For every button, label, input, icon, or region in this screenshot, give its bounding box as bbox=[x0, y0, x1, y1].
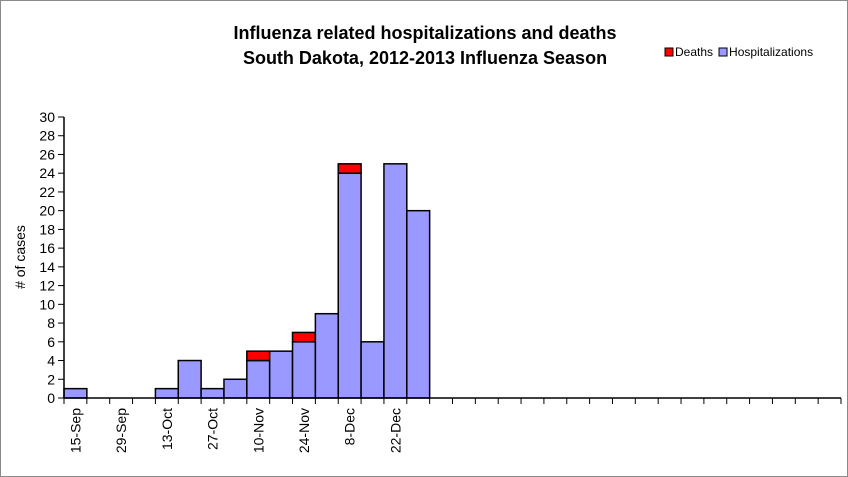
hospitalizations-bar bbox=[406, 209, 431, 399]
bars-group bbox=[63, 163, 431, 399]
x-tick-label: 8-Dec bbox=[342, 408, 358, 445]
legend-swatch bbox=[718, 47, 728, 57]
y-tick-label: 30 bbox=[39, 109, 55, 125]
deaths-bar bbox=[246, 350, 271, 362]
hospitalizations-bar bbox=[154, 387, 180, 399]
hospitalizations-bar bbox=[291, 341, 317, 399]
y-tick-label: 18 bbox=[39, 221, 55, 237]
y-tick-label: 24 bbox=[39, 165, 55, 181]
hospitalizations-bar bbox=[383, 163, 408, 399]
y-tick-label: 20 bbox=[39, 203, 55, 219]
axes-group bbox=[58, 116, 842, 404]
chart-title: Influenza related hospitalizations and d… bbox=[233, 23, 616, 43]
y-tick-label: 16 bbox=[39, 240, 55, 256]
y-tick-label: 12 bbox=[39, 278, 55, 294]
deaths-bar bbox=[337, 163, 362, 174]
legend-label: Deaths bbox=[675, 45, 713, 59]
y-tick-label: 10 bbox=[39, 296, 55, 312]
x-tick-label: 22-Dec bbox=[387, 408, 403, 453]
hospitalizations-bar bbox=[63, 387, 88, 399]
hospitalizations-bar bbox=[268, 350, 294, 399]
legend: Deaths Hospitalizations bbox=[664, 45, 813, 59]
y-tick-label: 2 bbox=[47, 371, 55, 387]
hospitalizations-bar bbox=[314, 312, 339, 399]
legend-swatch bbox=[664, 47, 674, 57]
y-tick-label: 6 bbox=[47, 334, 55, 350]
hospitalizations-bar bbox=[200, 387, 225, 399]
x-tick-label: 29-Sep bbox=[113, 408, 129, 453]
y-tick-label: 22 bbox=[39, 184, 55, 200]
x-tick-label: 10-Nov bbox=[250, 408, 266, 453]
y-tick-label: 0 bbox=[47, 390, 55, 406]
legend-label: Hospitalizations bbox=[729, 45, 813, 59]
deaths-bar bbox=[291, 331, 317, 343]
x-tick-label: 24-Nov bbox=[296, 408, 312, 453]
y-axis-label: # of cases bbox=[12, 225, 28, 289]
hospitalizations-bar bbox=[223, 378, 248, 399]
hospitalizations-bar bbox=[246, 359, 271, 399]
y-tick-label: 14 bbox=[39, 259, 55, 275]
x-tick-label: 27-Oct bbox=[205, 408, 221, 450]
hospitalizations-bar bbox=[177, 359, 202, 399]
x-tick-label: 15-Sep bbox=[67, 408, 83, 453]
hospitalizations-bar bbox=[360, 341, 385, 399]
y-tick-label: 28 bbox=[39, 128, 55, 144]
hospitalizations-bar bbox=[337, 172, 362, 399]
chart-subtitle: South Dakota, 2012-2013 Influenza Season bbox=[243, 48, 607, 68]
y-tick-label: 26 bbox=[39, 146, 55, 162]
y-tick-label: 4 bbox=[47, 353, 55, 369]
x-tick-label: 13-Oct bbox=[159, 408, 175, 450]
x-tick-labels: 15-Sep 29-Sep 13-Oct 27-Oct 10-Nov 24-Nov 8-De… bbox=[67, 408, 403, 453]
y-tick-label: 8 bbox=[47, 315, 55, 331]
